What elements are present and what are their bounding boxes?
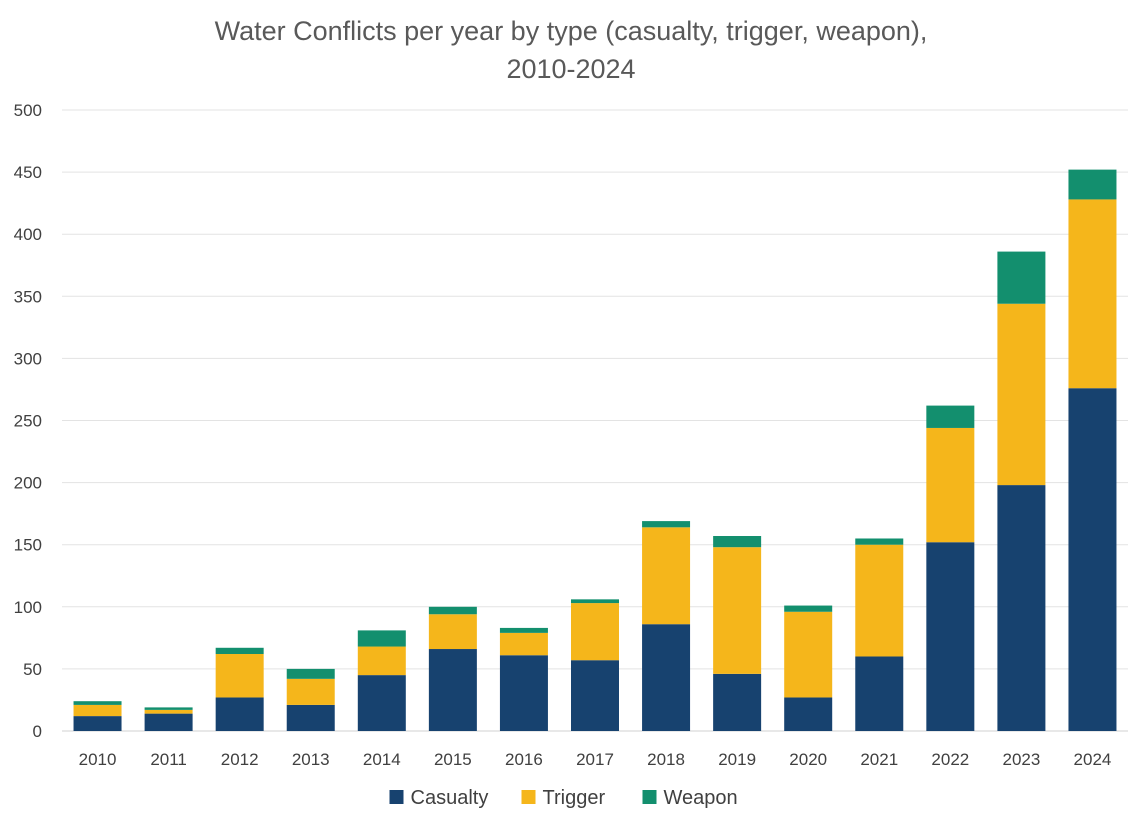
bar-casualty-2018 <box>642 624 691 731</box>
bar-trigger-2019 <box>713 547 762 674</box>
x-tick-label: 2018 <box>647 750 685 769</box>
y-tick-label: 150 <box>14 536 42 555</box>
chart-title: Water Conflicts per year by type (casual… <box>0 12 1142 88</box>
x-tick-label: 2024 <box>1074 750 1112 769</box>
bar-casualty-2022 <box>926 542 975 731</box>
legend-swatch <box>389 790 404 804</box>
x-tick-label: 2019 <box>718 750 756 769</box>
y-tick-label: 200 <box>14 474 42 493</box>
y-tick-label: 250 <box>14 412 42 431</box>
legend-label: Casualty <box>411 787 489 809</box>
legend: Casualty Trigger Weapon <box>389 787 738 809</box>
chart-title-line-1: Water Conflicts per year by type (casual… <box>214 16 928 46</box>
bar-trigger-2023 <box>997 303 1046 486</box>
legend-item-casualty: Casualty <box>389 787 489 809</box>
bar-casualty-2023 <box>997 485 1046 731</box>
x-tick-label: 2010 <box>79 750 117 769</box>
bar-weapon-2010 <box>73 701 122 705</box>
bar-weapon-2011 <box>144 707 193 710</box>
bar-weapon-2014 <box>357 630 406 647</box>
legend-item-weapon: Weapon <box>642 787 738 809</box>
x-tick-label: 2022 <box>931 750 969 769</box>
bar-weapon-2013 <box>286 668 335 679</box>
bar-trigger-2021 <box>855 544 904 657</box>
bar-casualty-2019 <box>713 673 762 731</box>
x-tick-label: 2014 <box>363 750 401 769</box>
bar-weapon-2019 <box>713 536 762 548</box>
bar-trigger-2013 <box>286 678 335 705</box>
x-tick-label: 2023 <box>1002 750 1040 769</box>
bar-weapon-2022 <box>926 405 975 428</box>
bars <box>73 169 1117 731</box>
bar-casualty-2014 <box>357 675 406 731</box>
x-tick-label: 2020 <box>789 750 827 769</box>
bar-casualty-2010 <box>73 716 122 731</box>
legend-swatch <box>521 790 536 804</box>
bar-weapon-2018 <box>642 521 691 528</box>
bar-casualty-2013 <box>286 704 335 731</box>
y-tick-label: 450 <box>14 163 42 182</box>
bar-trigger-2010 <box>73 704 122 717</box>
bar-trigger-2015 <box>428 614 477 650</box>
bar-casualty-2011 <box>144 713 193 731</box>
y-tick-label: 500 <box>14 101 42 120</box>
bar-casualty-2017 <box>571 660 619 731</box>
bar-casualty-2015 <box>428 649 477 731</box>
bar-weapon-2012 <box>215 647 264 654</box>
bar-trigger-2012 <box>215 653 264 698</box>
bar-weapon-2016 <box>499 627 548 633</box>
bar-trigger-2024 <box>1068 199 1117 389</box>
bar-weapon-2021 <box>855 538 904 545</box>
bar-trigger-2014 <box>357 646 406 676</box>
bar-weapon-2024 <box>1068 169 1117 200</box>
bar-casualty-2012 <box>215 697 264 731</box>
bar-trigger-2016 <box>499 632 548 656</box>
x-tick-label: 2016 <box>505 750 543 769</box>
chart-title-line-2: 2010-2024 <box>506 54 636 84</box>
bar-trigger-2018 <box>642 527 691 625</box>
bar-weapon-2020 <box>784 605 833 612</box>
legend-swatch <box>642 790 657 804</box>
y-tick-label: 300 <box>14 349 42 368</box>
bar-weapon-2015 <box>428 606 477 615</box>
y-tick-label: 400 <box>14 225 42 244</box>
bar-weapon-2023 <box>997 251 1046 304</box>
legend-label: Trigger <box>543 787 606 809</box>
x-tick-label: 2015 <box>434 750 472 769</box>
bar-casualty-2020 <box>784 697 833 731</box>
bar-trigger-2011 <box>144 709 193 714</box>
bar-casualty-2016 <box>499 655 548 731</box>
axes: 0 50 100 150 200 250 300 350 400 450 500 2010 2011 20… <box>14 101 1112 769</box>
bar-casualty-2024 <box>1068 388 1117 731</box>
bar-casualty-2021 <box>855 656 904 731</box>
legend-label: Weapon <box>664 787 738 809</box>
bar-trigger-2017 <box>571 603 619 661</box>
legend-item-trigger: Trigger <box>521 787 606 809</box>
bar-weapon-2017 <box>571 599 619 604</box>
x-tick-label: 2013 <box>292 750 330 769</box>
x-tick-label: 2012 <box>221 750 259 769</box>
y-tick-label: 350 <box>14 287 42 306</box>
y-tick-label: 0 <box>33 722 42 741</box>
x-tick-label: 2017 <box>576 750 614 769</box>
y-tick-label: 50 <box>23 660 42 679</box>
y-tick-label: 100 <box>14 598 42 617</box>
x-tick-label: 2021 <box>860 750 898 769</box>
bar-trigger-2020 <box>784 611 833 698</box>
x-tick-label: 2011 <box>150 750 187 769</box>
bar-trigger-2022 <box>926 427 975 543</box>
